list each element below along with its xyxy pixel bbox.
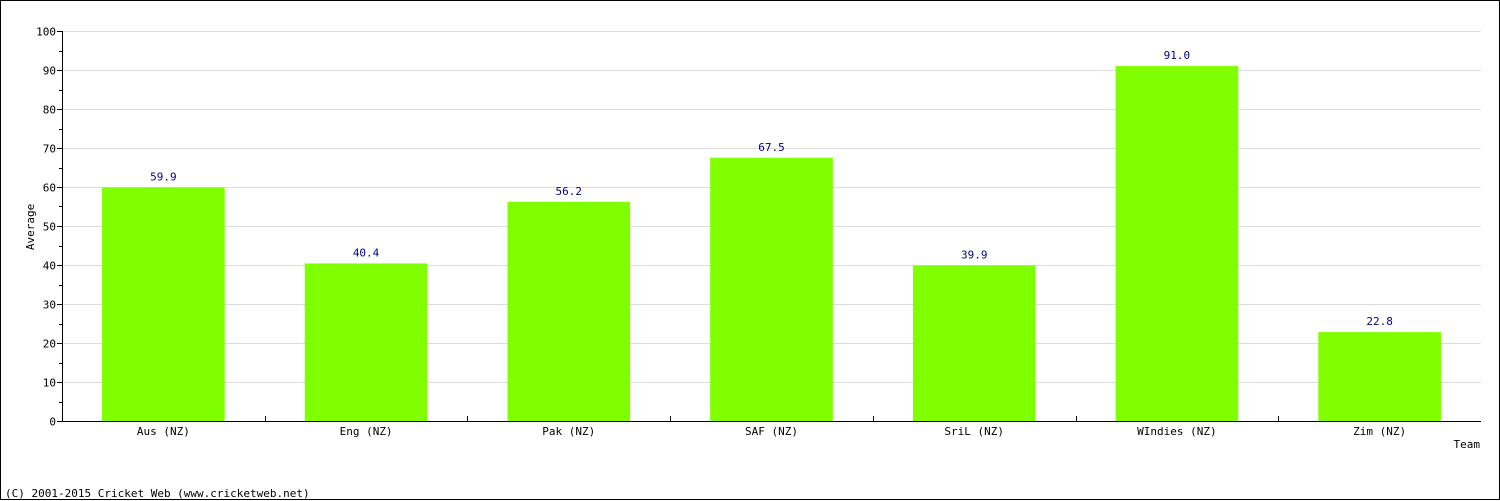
bar-value-label: 59.9	[150, 170, 177, 183]
copyright-footer: (C) 2001-2015 Cricket Web (www.cricketwe…	[5, 487, 310, 500]
y-axis: 0 10 20 30 40 50 60 70 80 90 100	[36, 26, 63, 429]
y-tick-label: 60	[43, 182, 56, 195]
y-tick-label: 90	[43, 65, 56, 78]
y-tick-label: 10	[43, 377, 56, 390]
bar	[304, 263, 428, 421]
bar	[1115, 66, 1239, 421]
y-tick-label: 30	[43, 299, 56, 312]
x-tick-label: WIndies (NZ)	[1137, 425, 1216, 438]
x-tick-label: SAF (NZ)	[745, 425, 798, 438]
y-tick-label: 70	[43, 143, 56, 156]
bars: 59.9 40.4 56.2 67.5 39.9 91.0 22.8	[102, 49, 1441, 421]
bar-value-label: 40.4	[353, 246, 380, 259]
bar-value-label: 91.0	[1164, 49, 1191, 62]
y-tick-label: 100	[36, 26, 56, 39]
y-tick-label: 40	[43, 260, 56, 273]
y-tick-label: 80	[43, 104, 56, 117]
x-tick-label: Eng (NZ)	[340, 425, 393, 438]
bar	[1318, 332, 1441, 421]
y-tick-label: 50	[43, 221, 56, 234]
bar-value-label: 67.5	[758, 141, 785, 154]
x-axis: Aus (NZ) Eng (NZ) Pak (NZ) SAF (NZ) SriL (NZ…	[62, 416, 1481, 438]
y-axis-label: Average	[24, 204, 37, 250]
x-tick-label: Pak (NZ)	[542, 425, 595, 438]
y-tick-label: 20	[43, 338, 56, 351]
y-tick-label: 0	[49, 416, 56, 429]
x-tick-label: Aus (NZ)	[137, 425, 190, 438]
x-axis-label: Team	[1454, 438, 1481, 451]
bar-value-label: 56.2	[556, 185, 583, 198]
bar	[912, 265, 1036, 421]
bar-value-label: 22.8	[1366, 315, 1393, 328]
x-tick-label: Zim (NZ)	[1353, 425, 1406, 438]
bar	[102, 187, 225, 421]
bar-value-label: 39.9	[961, 248, 988, 261]
bar	[507, 201, 631, 421]
bar	[710, 157, 833, 421]
x-tick-label: SriL (NZ)	[944, 425, 1004, 438]
